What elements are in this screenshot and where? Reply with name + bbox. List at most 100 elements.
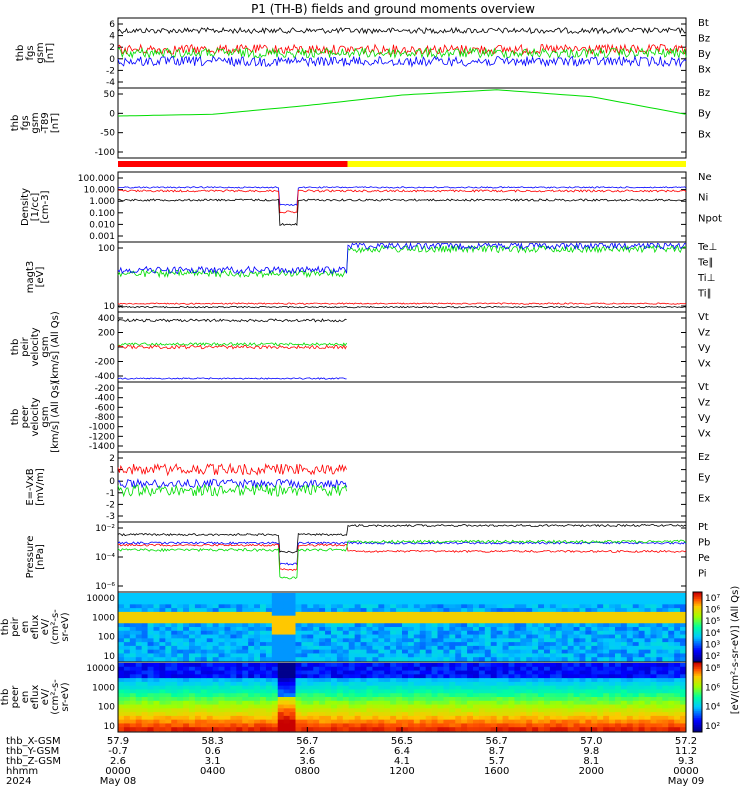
spectro-cell <box>183 678 190 683</box>
spectro-cell <box>271 645 279 651</box>
spectro-cell <box>123 619 131 624</box>
spectro-cell <box>313 615 320 620</box>
spectro-cell <box>135 593 143 598</box>
spectro-cell <box>638 653 645 658</box>
spectro-cell <box>644 678 651 683</box>
spectro-cell <box>437 670 444 675</box>
spectro-cell <box>135 604 143 609</box>
spectro-cell <box>544 649 551 654</box>
spectro-cell <box>603 653 610 658</box>
spectro-cell <box>662 604 669 609</box>
spectro-cell <box>437 653 444 658</box>
spectro-cell <box>502 638 509 643</box>
spectro-cell <box>502 689 509 694</box>
spectro-cell <box>177 638 184 643</box>
spectro-cell <box>354 681 361 687</box>
spectro-cell <box>218 685 225 690</box>
spectro-cell <box>455 600 462 605</box>
spectro-cell <box>319 727 326 732</box>
spectro-cell <box>218 649 225 654</box>
spectro-cell <box>490 596 498 601</box>
spectro-cell <box>514 653 521 658</box>
spectro-cell <box>603 649 610 654</box>
spectro-cell <box>230 708 237 713</box>
spectro-cell <box>496 715 503 721</box>
spectro-cell <box>159 697 166 702</box>
spectro-cell <box>526 649 533 654</box>
spectro-cell <box>555 649 563 654</box>
spectro-cell <box>626 670 634 675</box>
spectro-cell <box>561 697 569 702</box>
spectro-cell <box>366 670 373 675</box>
spectro-cell <box>189 653 196 658</box>
spectro-cell <box>674 630 681 635</box>
spectro-cell <box>336 653 344 658</box>
spectro-cell <box>632 715 640 721</box>
spectro-cell <box>467 666 474 671</box>
spectro-cell <box>325 670 332 675</box>
spectro-cell <box>248 611 255 617</box>
spectro-cell <box>171 638 178 643</box>
spectro-cell <box>467 719 474 724</box>
spectro-cell <box>366 689 373 694</box>
spectro-cell <box>129 600 137 605</box>
spectro-cell <box>638 623 645 628</box>
spectro-cell <box>366 678 373 683</box>
spectro-cell <box>165 715 172 721</box>
spectro-cell <box>573 685 580 690</box>
spectro-cell <box>277 623 285 628</box>
spectro-cell <box>277 627 285 632</box>
spectro-cell <box>449 645 456 651</box>
spectro-cell <box>431 657 438 662</box>
spectro-cell <box>319 723 326 728</box>
ytick-label: 0 <box>109 109 115 119</box>
xaxis-y-value: -0.7 <box>108 746 128 757</box>
spectro-cell <box>135 608 143 613</box>
spectro-cell <box>248 663 255 668</box>
spectro-cell <box>372 653 379 658</box>
spectro-cell <box>603 719 610 724</box>
spectro-cell <box>413 689 421 694</box>
spectro-cell <box>526 611 533 617</box>
trace-green <box>117 244 687 279</box>
spectro-cell <box>171 697 178 702</box>
spectro-cell <box>585 657 592 662</box>
spectro-cell <box>674 719 681 724</box>
spectro-cell <box>680 645 687 651</box>
spectro-cell <box>514 634 521 639</box>
spectro-cell <box>573 670 580 675</box>
spectro-cell <box>544 678 551 683</box>
spectro-cell <box>413 611 421 617</box>
spectro-cell <box>123 604 131 609</box>
spectro-cell <box>301 593 308 598</box>
colorbar-cell <box>693 684 702 687</box>
spectro-cell <box>171 608 178 613</box>
spectro-cell <box>342 627 350 632</box>
spectro-cell <box>265 663 273 668</box>
spectro-cell <box>680 604 687 609</box>
spectro-cell <box>615 715 622 721</box>
spectro-cell <box>118 708 125 713</box>
spectro-cell <box>496 681 503 687</box>
spectro-cell <box>579 689 586 694</box>
spectro-cell <box>455 657 462 662</box>
spectro-cell <box>520 619 527 624</box>
spectro-cell <box>532 619 539 624</box>
spectro-cell <box>390 674 397 679</box>
spectro-cell <box>194 693 202 698</box>
spectro-cell <box>402 604 409 609</box>
spectro-cell <box>325 627 332 632</box>
spectro-cell <box>520 704 527 709</box>
spectro-cell <box>325 666 332 671</box>
spectro-cell <box>437 634 444 639</box>
spectro-cell <box>147 666 154 671</box>
spectro-cell <box>449 693 456 698</box>
spectro-cell <box>189 704 196 709</box>
spectro-cell <box>254 657 261 662</box>
spectro-cell <box>473 638 480 643</box>
spectro-cell <box>283 630 290 635</box>
ytick-label: 1000 <box>92 613 115 623</box>
ylabel-line: eflux <box>30 685 41 710</box>
colorbar-cell <box>693 616 702 619</box>
spectro-cell <box>455 663 462 668</box>
